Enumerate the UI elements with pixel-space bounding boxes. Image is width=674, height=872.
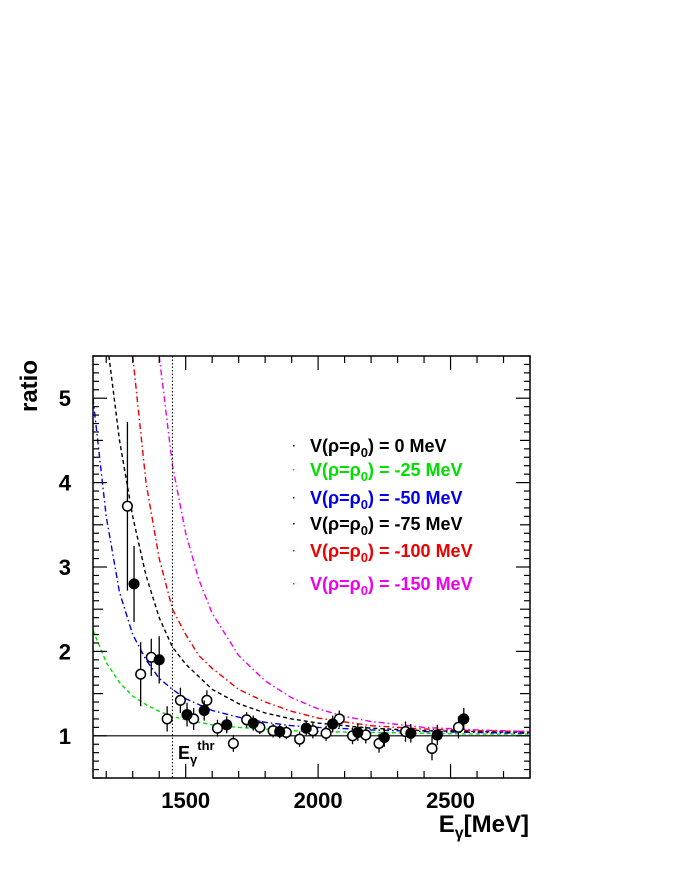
legend-entry-suffix: ) = -100 MeV [368, 541, 473, 561]
legend-entry: V(ρ=ρ0) = -150 MeV [310, 574, 473, 598]
data-point-filled [405, 727, 417, 739]
data-point-open [211, 722, 224, 734]
data-point-filled [221, 719, 233, 731]
legend-entry: V(ρ=ρ0) = -25 MeV [310, 460, 463, 484]
axis-ticks: 1500 2000 2500 1 2 3 4 5 [59, 355, 531, 813]
data-point-filled [274, 726, 286, 738]
data-point-filled [352, 726, 364, 738]
legend-marker [293, 523, 295, 525]
data-point-filled [458, 713, 470, 725]
x-axis-label-base: E [439, 811, 455, 838]
x-tick-label: 2000 [294, 788, 343, 813]
legend-entry-suffix: ) = 0 MeV [368, 436, 447, 456]
theory-curve-2 [93, 398, 530, 734]
legend-entry-suffix: ) = -150 MeV [368, 574, 473, 594]
legend-entry-suffix: ) = -75 MeV [368, 514, 463, 534]
x-axis-label-unit: [MeV] [464, 811, 529, 838]
legend-marker [293, 497, 295, 499]
legend-entry-sub: 0 [361, 445, 368, 460]
threshold-label-sub: γ [190, 752, 198, 767]
data-point-filled [181, 709, 193, 721]
data-point-filled [247, 717, 259, 729]
data-point-filled [128, 578, 140, 590]
legend-entry-prefix: V(ρ=ρ [310, 436, 361, 456]
legend-entry: V(ρ=ρ0) = -50 MeV [310, 488, 463, 512]
legend-entry-suffix: ) = -50 MeV [368, 488, 463, 508]
data-points [121, 421, 470, 761]
legend-entry-sub: 0 [361, 497, 368, 512]
data-point-open [227, 737, 239, 749]
legend-entry: V(ρ=ρ0) = -100 MeV [310, 541, 473, 565]
legend-entry-prefix: V(ρ=ρ [310, 541, 361, 561]
data-point-open [174, 694, 186, 706]
threshold-label: Eγthr [178, 738, 215, 767]
data-point-filled [431, 729, 443, 741]
data-point-open [161, 713, 173, 725]
y-tick-label: 3 [59, 555, 71, 580]
theory-curve-1 [93, 630, 530, 735]
data-point-open [426, 742, 438, 755]
y-tick-label: 2 [59, 639, 71, 664]
y-tick-label: 4 [59, 471, 72, 496]
data-point-filled [198, 704, 210, 717]
legend-entry-prefix: V(ρ=ρ [310, 488, 361, 508]
legend-entry-prefix: V(ρ=ρ [310, 574, 361, 594]
legend-marker [293, 583, 295, 585]
legend-entry-sub: 0 [361, 583, 368, 598]
data-point-filled [300, 722, 312, 734]
y-tick-label: 1 [59, 724, 71, 749]
data-point-open [121, 500, 133, 512]
legend-entry-prefix: V(ρ=ρ [310, 460, 361, 480]
legend-marker [293, 550, 295, 552]
legend-marker [293, 445, 295, 447]
theory-curve-3 [108, 356, 530, 734]
x-axis-label: Eγ[MeV] [439, 811, 529, 842]
x-tick-label: 1500 [161, 788, 210, 813]
data-point-open [320, 727, 332, 739]
legend-entry: V(ρ=ρ0) = 0 MeV [310, 436, 447, 460]
legend-entry-sub: 0 [361, 469, 368, 484]
theory-curve-5 [158, 356, 530, 733]
threshold-label-sup: thr [197, 738, 214, 753]
legend-marker [293, 469, 295, 471]
legend-entry-suffix: ) = -25 MeV [368, 460, 463, 480]
data-point-open [294, 733, 306, 745]
y-tick-label: 5 [59, 386, 71, 411]
x-axis-label-sub: γ [455, 825, 464, 842]
data-point-open [135, 668, 147, 680]
x-tick-label: 2500 [426, 788, 475, 813]
legend-entry: V(ρ=ρ0) = -75 MeV [310, 514, 463, 538]
legend-entry-sub: 0 [361, 523, 368, 538]
data-point-filled [327, 718, 339, 730]
data-point-filled [378, 731, 390, 744]
data-point-open [201, 694, 213, 706]
y-axis-label: ratio [16, 360, 43, 412]
data-point-filled [153, 654, 165, 666]
legend-entry-sub: 0 [361, 550, 368, 565]
legend-entry-prefix: V(ρ=ρ [310, 514, 361, 534]
threshold-label-base: E [178, 743, 190, 763]
